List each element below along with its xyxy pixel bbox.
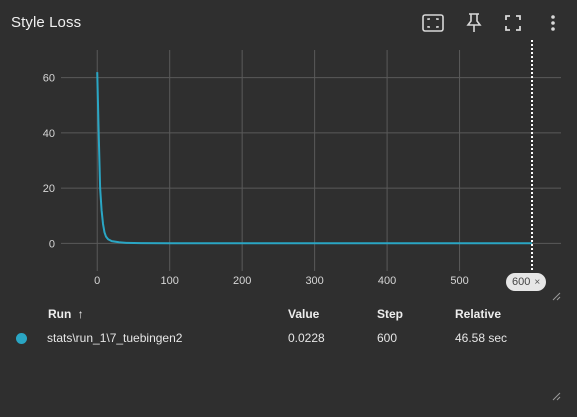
x-tick-label: 500 <box>450 275 468 287</box>
step-selector-chip[interactable]: 600 × <box>506 273 547 291</box>
relative-cell: 46.58 sec <box>455 331 508 345</box>
y-tick-label: 20 <box>43 183 55 195</box>
fullscreen-icon <box>505 15 521 31</box>
x-tick-label: 300 <box>305 275 323 287</box>
x-tick-label: 200 <box>233 275 251 287</box>
y-tick-label: 40 <box>43 128 55 140</box>
column-header-run[interactable]: Run ↑ <box>48 307 84 321</box>
run-name: stats\run_1\7_tuebingen2 <box>47 331 183 345</box>
more-options-button[interactable] <box>540 10 566 36</box>
column-header-value[interactable]: Value <box>288 307 320 321</box>
value-cell: 0.0228 <box>288 331 325 345</box>
resize-handle-icon[interactable] <box>551 291 561 301</box>
card-title: Style Loss <box>11 14 82 31</box>
column-header-relative[interactable]: Relative <box>455 307 502 321</box>
pin-icon <box>466 13 482 32</box>
step-cell: 600 <box>377 331 398 345</box>
x-tick-label: 0 <box>94 275 100 287</box>
resize-handle-icon[interactable] <box>551 391 561 401</box>
fullscreen-button[interactable] <box>500 10 526 36</box>
sort-arrow-icon: ↑ <box>77 307 84 321</box>
run-color-indicator <box>16 333 27 344</box>
step-selector-value: 600 <box>512 276 531 288</box>
more-vert-icon <box>551 15 555 31</box>
x-tick-label: 100 <box>161 275 179 287</box>
close-icon[interactable]: × <box>534 276 541 288</box>
fit-domain-button[interactable] <box>420 10 446 36</box>
fit-domain-icon <box>422 14 444 32</box>
pin-button[interactable] <box>461 10 487 36</box>
series-line <box>96 72 533 245</box>
y-tick-label: 0 <box>49 238 55 250</box>
column-header-step[interactable]: Step <box>377 307 404 321</box>
y-tick-label: 60 <box>43 73 55 85</box>
x-tick-label: 400 <box>378 275 396 287</box>
